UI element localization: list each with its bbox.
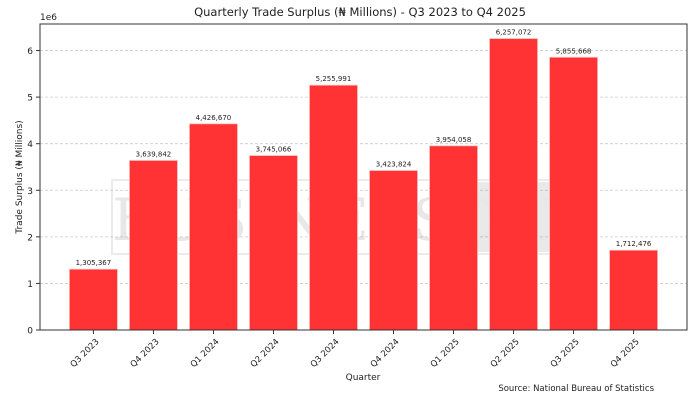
data-label: 3,639,842 — [136, 150, 172, 158]
data-label: 5,255,991 — [316, 75, 352, 83]
y-tick-label: 5 — [27, 94, 33, 104]
x-tick-label: Q3 2025 — [549, 337, 582, 370]
y-tick-label: 2 — [27, 233, 33, 243]
bar — [249, 155, 298, 331]
x-tick-label: Q3 2024 — [309, 337, 342, 370]
plot-frame — [39, 23, 688, 331]
y-tick-label: 0 — [27, 327, 33, 337]
y-tick-label: 4 — [27, 140, 33, 150]
bar — [489, 38, 538, 331]
x-tick-label: Q4 2023 — [129, 337, 162, 370]
bar — [69, 268, 118, 331]
chart-title: Quarterly Trade Surplus (₦ Millions) - Q… — [194, 5, 526, 19]
x-tick-label: Q2 2024 — [249, 337, 282, 370]
x-tick-label: Q4 2024 — [369, 337, 402, 370]
data-label: 3,954,058 — [436, 136, 472, 144]
y-offset-label: 1e6 — [40, 13, 57, 23]
bar — [189, 123, 238, 331]
data-label: 5,855,668 — [556, 47, 592, 55]
bar — [549, 56, 598, 331]
bar — [129, 160, 178, 331]
y-tick-label: 3 — [27, 187, 33, 197]
data-label: 3,423,824 — [376, 161, 412, 169]
bar — [369, 170, 418, 331]
data-label: 1,712,476 — [616, 240, 652, 248]
x-tick-label: Q2 2025 — [489, 337, 522, 370]
y-tick-label: 1 — [27, 280, 33, 290]
x-tick-label: Q1 2024 — [189, 337, 222, 370]
x-tick-label: Q3 2023 — [69, 337, 102, 370]
bar — [609, 249, 658, 331]
y-tick-label: 6 — [27, 47, 33, 57]
data-label: 1,305,367 — [76, 259, 112, 267]
bar — [429, 145, 478, 331]
x-tick-label: Q4 2025 — [609, 337, 642, 370]
x-tick-label: Q1 2025 — [429, 337, 462, 370]
x-axis-label: Quarter — [346, 373, 381, 383]
data-label: 6,257,072 — [496, 29, 532, 37]
source-note: Source: National Bureau of Statistics — [498, 384, 654, 394]
bar — [309, 84, 358, 331]
y-axis-label: Trade Surplus (₦ Millions) — [15, 120, 25, 234]
data-label: 4,426,670 — [196, 114, 232, 122]
data-label: 3,745,066 — [256, 146, 292, 154]
